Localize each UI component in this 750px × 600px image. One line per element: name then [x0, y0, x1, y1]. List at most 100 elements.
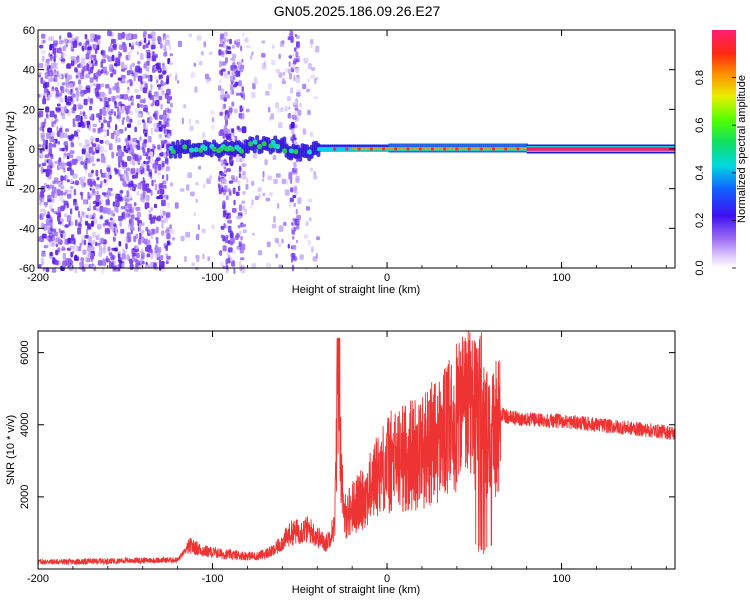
- spectrogram-noise-cell: [55, 106, 58, 111]
- spectrogram-noise-cell: [142, 81, 147, 85]
- spectrogram-noise-cell: [166, 202, 171, 208]
- spectrogram-noise-cell: [287, 113, 292, 119]
- spectrogram-noise-cell: [54, 114, 57, 119]
- spectrogram-noise-cell: [258, 193, 261, 199]
- spectrogram-noise-cell: [314, 78, 317, 84]
- spectrogram-noise-cell: [53, 177, 59, 183]
- spectrogram-noise-cell: [220, 159, 224, 167]
- spectrogram-noise-cell: [64, 106, 67, 113]
- spectrogram-noise-cell: [61, 205, 66, 210]
- spectrogram-noise-cell: [161, 140, 166, 144]
- spectrogram-noise-cell: [131, 148, 135, 155]
- spectrogram-noise-cell: [60, 58, 66, 62]
- spectrogram-frame: [37, 29, 676, 269]
- spectrogram-noise-cell: [147, 39, 151, 45]
- spectrogram-noise-cell: [171, 237, 176, 241]
- spectrogram-noise-cell: [195, 119, 200, 125]
- spectrogram-noise-cell: [156, 215, 161, 222]
- spectrogram-noise-cell: [128, 79, 133, 82]
- spectrogram-noise-cell: [63, 38, 68, 44]
- spectrogram-noise-cell: [166, 174, 169, 181]
- spectrogram-noise-cell: [224, 115, 227, 121]
- spectrogram-noise-cell: [134, 126, 137, 133]
- spectrogram-noise-cell: [147, 135, 150, 143]
- spectrogram-noise-cell: [83, 114, 88, 120]
- spectrogram-noise-cell: [183, 104, 187, 109]
- spectrogram-noise-cell: [262, 192, 266, 197]
- spectrogram-noise-cell: [121, 160, 125, 166]
- spectrogram-noise-cell: [54, 87, 59, 91]
- spectrogram-noise-cell: [137, 75, 143, 82]
- spectrogram-noise-cell: [84, 159, 88, 165]
- spectrogram-noise-cell: [95, 83, 101, 90]
- snr-x-tick-label: -100: [202, 573, 224, 585]
- spectrogram-noise-cell: [104, 149, 107, 153]
- spectrogram-noise-cell: [133, 33, 138, 40]
- spectrogram-noise-cell: [160, 124, 163, 130]
- spectrogram-noise-cell: [49, 204, 53, 210]
- spectrogram-noise-cell: [112, 212, 115, 217]
- spectrogram-noise-cell: [118, 215, 123, 222]
- spectrogram-y-tick-label: 20: [23, 104, 35, 116]
- spectrogram-noise-cell: [142, 190, 145, 198]
- spectrogram-band-core: [352, 147, 527, 151]
- spectrogram-noise-cell: [307, 239, 311, 246]
- spectrogram-noise-cell: [80, 161, 84, 165]
- spectrogram-noise-cell: [126, 232, 131, 237]
- spectrogram-noise-cell: [155, 99, 160, 107]
- spectrogram-noise-cell: [157, 144, 161, 150]
- spectrogram-noise-cell: [139, 99, 145, 104]
- spectrogram-noise-cell: [50, 153, 54, 159]
- spectrogram-noise-cell: [75, 219, 78, 227]
- spectrogram-noise-cell: [118, 263, 121, 267]
- spectrogram-noise-cell: [293, 111, 298, 115]
- spectrogram-noise-cell: [132, 137, 138, 143]
- spectrogram-noise-cell: [225, 49, 228, 54]
- spectrogram-noise-cell: [241, 58, 244, 63]
- spectrogram-noise-cell: [186, 184, 190, 191]
- spectrogram-noise-cell: [77, 227, 82, 235]
- spectrogram-noise-cell: [161, 174, 165, 180]
- spectrogram-noise-cell: [55, 243, 58, 248]
- spectrogram-noise-cell: [271, 59, 276, 65]
- spectrogram-noise-cell: [44, 154, 50, 159]
- spectrogram-noise-cell: [187, 172, 193, 178]
- spectrogram-noise-cell: [136, 145, 141, 151]
- spectrogram-noise-cell: [238, 230, 242, 235]
- spectrogram-noise-cell: [59, 97, 64, 103]
- spectrogram-noise-cell: [39, 44, 44, 49]
- spectrogram-noise-cell: [47, 70, 53, 77]
- spectrogram-noise-cell: [63, 164, 67, 169]
- spectrogram-noise-cell: [150, 234, 153, 240]
- spectrogram-noise-cell: [52, 161, 55, 168]
- spectrogram-noise-cell: [121, 119, 125, 125]
- spectrogram-noise-cell: [165, 260, 169, 265]
- spectrogram-noise-cell: [310, 67, 316, 71]
- spectrogram-noise-cell: [48, 159, 53, 166]
- spectrogram-noise-cell: [167, 58, 171, 65]
- spectrogram-noise-cell: [134, 154, 139, 162]
- spectrogram-noise-cell: [108, 111, 113, 116]
- spectrogram-noise-cell: [157, 164, 162, 171]
- spectrogram-noise-cell: [160, 103, 163, 110]
- spectrogram-noise-cell: [140, 171, 143, 175]
- spectrogram-noise-cell: [65, 82, 70, 88]
- spectrogram-band-peak: [345, 147, 349, 151]
- spectrogram-noise-cell: [88, 69, 91, 75]
- spectrogram-noise-cell: [277, 243, 282, 247]
- spectrogram-noise-cell: [94, 241, 98, 247]
- spectrogram-noise-cell: [130, 167, 136, 174]
- spectrogram-noise-cell: [164, 229, 170, 234]
- spectrogram-noise-cell: [312, 256, 318, 262]
- spectrogram-noise-cell: [220, 234, 224, 238]
- spectrogram-noise-cell: [121, 253, 126, 260]
- spectrogram-noise-cell: [46, 236, 49, 241]
- spectrogram-noise-cell: [99, 139, 104, 144]
- spectrogram-noise-cell: [232, 187, 236, 194]
- spectrogram-noise-cell: [241, 126, 247, 134]
- spectrogram-noise-cell: [131, 183, 134, 187]
- spectrogram-noise-cell: [96, 158, 100, 162]
- spectrogram-noise-cell: [111, 226, 115, 232]
- spectrogram-noise-cell: [112, 69, 117, 75]
- spectrogram-noise-cell: [137, 103, 140, 109]
